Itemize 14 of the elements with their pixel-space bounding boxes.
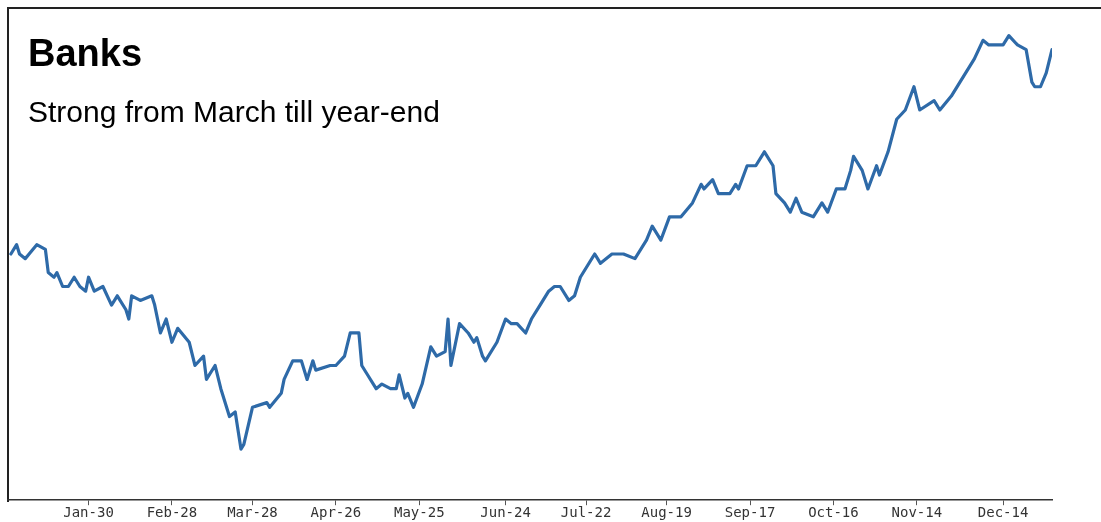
x-tick-label: Jan-30 bbox=[63, 504, 114, 521]
text: Strong from March till year-end bbox=[28, 95, 440, 128]
x-tick-label: Apr-26 bbox=[310, 504, 362, 521]
x-tick-label: Jun-24 bbox=[480, 504, 531, 521]
x-tick-label: May-25 bbox=[393, 504, 445, 521]
x-tick-label: Aug-19 bbox=[641, 504, 692, 521]
x-tick-label: Feb-28 bbox=[146, 504, 198, 521]
x-tick-label: Sep-17 bbox=[724, 504, 776, 521]
x-tick-label: Dec-14 bbox=[977, 504, 1029, 521]
x-tick-label: Jul-22 bbox=[560, 504, 612, 521]
x-tick-label: Mar-28 bbox=[227, 504, 278, 521]
x-tick-label: Nov-14 bbox=[891, 504, 943, 521]
x-tick-label: Oct-16 bbox=[808, 504, 859, 521]
chart-title: Banks bbox=[28, 32, 143, 74]
